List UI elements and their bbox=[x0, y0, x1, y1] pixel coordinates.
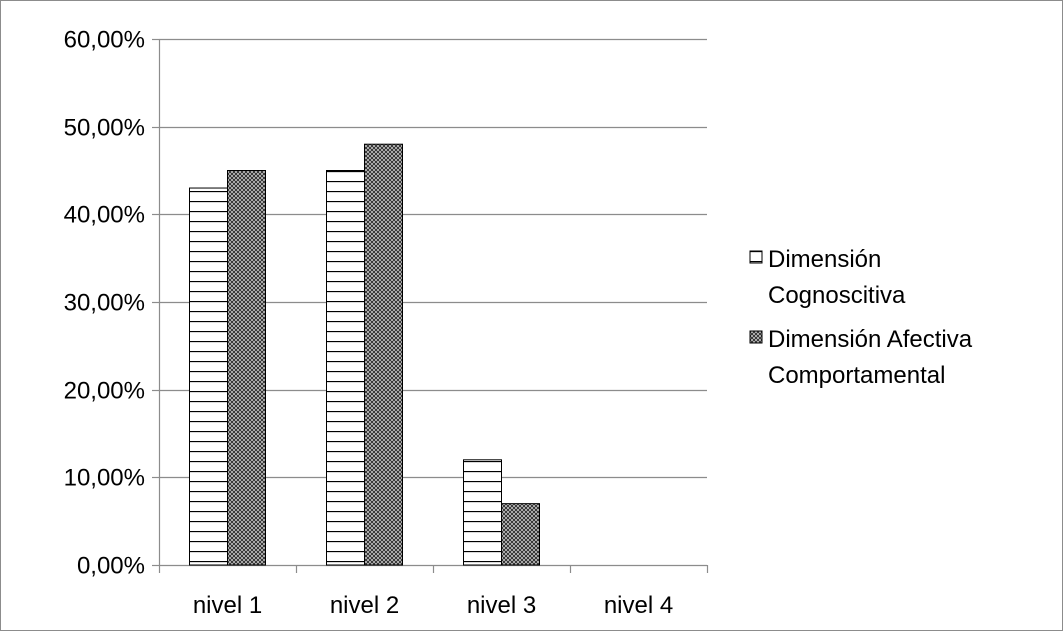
legend: Dimensión Cognoscitiva Dimensión Afectiva C… bbox=[749, 246, 973, 389]
legend-label-series-2: Comportamental bbox=[768, 362, 945, 389]
legend-label-series-1: Cognoscitiva bbox=[768, 282, 906, 309]
legend-swatch-series-1 bbox=[749, 250, 763, 264]
y-tick-label: 20,00% bbox=[64, 378, 145, 405]
x-tick-label: nivel 1 bbox=[193, 592, 262, 619]
y-tick-label: 0,00% bbox=[77, 553, 145, 580]
y-tick-label: 40,00% bbox=[64, 202, 145, 229]
bar-nivel-3-series-1 bbox=[463, 459, 502, 566]
bar-nivel-2-series-1 bbox=[326, 170, 365, 566]
bars bbox=[189, 143, 540, 566]
y-tick-label: 10,00% bbox=[64, 465, 145, 492]
bar-nivel-2-series-2 bbox=[364, 143, 403, 566]
y-tick-label: 30,00% bbox=[64, 290, 145, 317]
legend-label-series-1: Dimensión bbox=[768, 246, 881, 273]
legend-swatch-series-2 bbox=[749, 330, 763, 344]
x-tick-label: nivel 2 bbox=[330, 592, 399, 619]
x-tick-labels: nivel 1 nivel 2 nivel 3 nivel 4 bbox=[193, 592, 673, 619]
bar-nivel-1-series-1 bbox=[189, 187, 228, 566]
x-tick-label: nivel 4 bbox=[604, 592, 673, 619]
bar-nivel-3-series-2 bbox=[501, 503, 540, 566]
x-tick-label: nivel 3 bbox=[467, 592, 536, 619]
legend-label-series-2: Dimensión Afectiva bbox=[768, 326, 973, 353]
y-tick-labels: 0,00% 10,00% 20,00% 30,00% 40,00% 50,00% 60,00… bbox=[64, 27, 145, 580]
bar-nivel-1-series-2 bbox=[227, 170, 266, 566]
y-tick-label: 50,00% bbox=[64, 115, 145, 142]
y-tick-label: 60,00% bbox=[64, 27, 145, 54]
